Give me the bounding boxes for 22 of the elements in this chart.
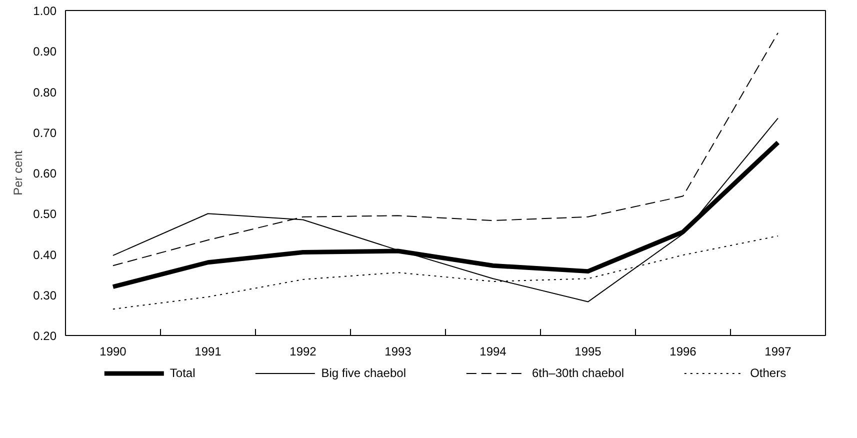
y-tick-label: 0.40 [33,248,57,262]
legend-label: Others [750,366,786,380]
y-tick-label: 0.90 [33,44,57,59]
legend-label: 6th–30th chaebol [532,366,624,380]
x-tick-label: 1991 [194,344,222,358]
y-tick-label: 1.00 [33,4,57,18]
y-tick-label: 0.70 [33,126,57,140]
y-tick-label: 0.20 [33,329,57,343]
x-tick-label: 1997 [764,344,792,358]
y-tick-label: 0.50 [33,207,57,222]
x-tick-label: 1990 [100,344,127,358]
x-tick-label: 1994 [480,344,507,358]
legend-label: Big five chaebol [321,366,406,380]
x-tick-label: 1993 [384,344,412,358]
x-tick-label: 1992 [290,344,317,358]
legend-label: Total [170,366,196,380]
x-tick-label: 1995 [574,344,602,358]
x-tick-label: 1996 [670,344,697,358]
y-tick-label: 0.60 [33,166,57,180]
y-tick-label: 0.30 [33,288,57,302]
y-tick-label: 0.80 [33,85,57,100]
y-axis-title: Per cent [11,150,26,196]
